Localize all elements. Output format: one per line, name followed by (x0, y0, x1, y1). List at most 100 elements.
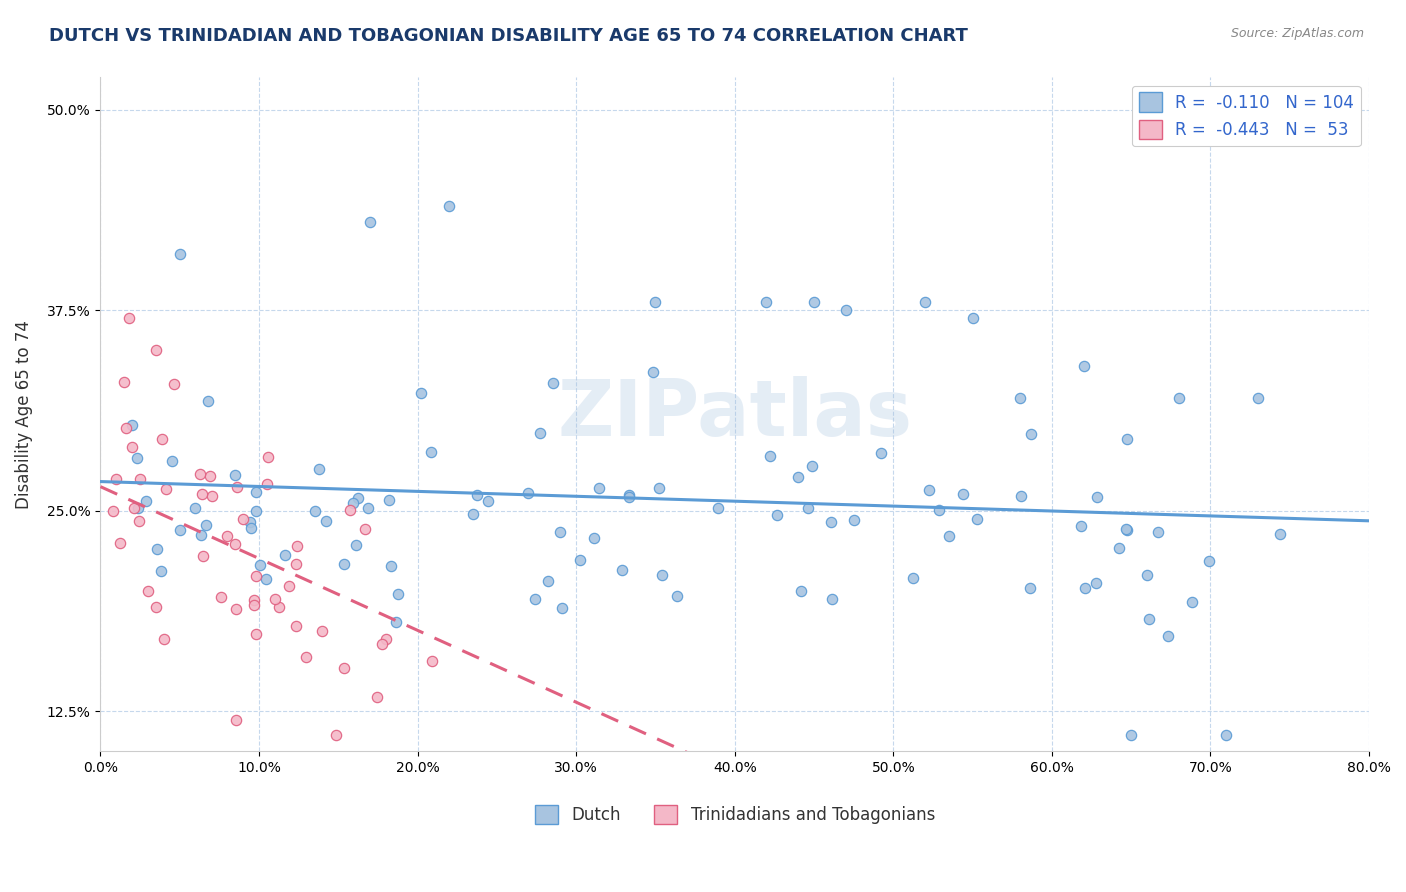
Point (264, 592, 287, 607)
Point (409, 385, 432, 400)
Point (1167, 392, 1189, 406)
Point (1121, 728, 1143, 742)
Point (1136, 568, 1159, 582)
Point (242, 599, 264, 613)
Point (101, 504, 124, 518)
Point (121, 418, 143, 433)
Point (962, 311, 984, 326)
Point (191, 549, 214, 564)
Point (1085, 490, 1108, 504)
Point (420, 654, 443, 668)
Point (1137, 612, 1160, 626)
Point (127, 501, 149, 516)
Point (551, 601, 574, 615)
Point (169, 523, 191, 537)
Point (188, 467, 211, 482)
Point (284, 619, 307, 633)
Point (1074, 582, 1097, 596)
Point (374, 632, 396, 646)
Point (461, 507, 484, 521)
Point (269, 599, 291, 614)
Point (707, 501, 730, 516)
Point (346, 491, 368, 506)
Point (184, 501, 207, 516)
Point (1073, 359, 1095, 374)
Point (901, 571, 924, 585)
Point (155, 482, 177, 496)
Point (755, 295, 778, 310)
Point (797, 501, 820, 516)
Point (569, 553, 592, 567)
Point (651, 568, 673, 582)
Point (467, 488, 489, 502)
Point (325, 728, 347, 742)
Point (225, 480, 247, 494)
Point (537, 574, 560, 588)
Point (917, 483, 939, 497)
Point (1010, 489, 1032, 503)
Point (801, 459, 824, 474)
Point (333, 557, 356, 571)
Point (648, 482, 671, 496)
Point (304, 504, 326, 518)
Point (759, 450, 782, 464)
Point (129, 472, 152, 486)
Point (477, 494, 499, 508)
Point (803, 295, 825, 310)
Point (239, 515, 262, 529)
Text: ZIPatlas: ZIPatlas (557, 376, 912, 452)
Point (224, 468, 246, 483)
Point (420, 445, 443, 459)
Point (333, 661, 356, 675)
Point (378, 492, 401, 507)
Point (197, 394, 219, 409)
Point (245, 485, 267, 500)
Point (209, 590, 232, 604)
Point (274, 548, 297, 562)
Point (146, 541, 169, 556)
Point (1115, 522, 1137, 536)
Point (190, 528, 212, 542)
Point (108, 536, 131, 550)
Point (1156, 629, 1178, 643)
Point (357, 500, 380, 515)
Point (112, 376, 135, 390)
Point (254, 572, 277, 586)
Point (136, 584, 159, 599)
Point (285, 558, 308, 572)
Point (195, 518, 218, 533)
Point (308, 462, 330, 476)
Point (529, 426, 551, 441)
Point (928, 502, 950, 516)
Point (198, 468, 221, 483)
Point (128, 514, 150, 528)
Point (1181, 594, 1204, 608)
Point (1115, 433, 1137, 447)
Point (115, 421, 138, 435)
Point (162, 454, 184, 468)
Point (153, 632, 176, 646)
Point (256, 476, 278, 491)
Point (359, 215, 381, 229)
Point (232, 512, 254, 526)
Legend: Dutch, Trinidadians and Tobagonians: Dutch, Trinidadians and Tobagonians (527, 798, 942, 830)
Point (249, 558, 271, 572)
Point (1019, 582, 1042, 596)
Point (371, 637, 394, 651)
Point (541, 376, 564, 390)
Point (1108, 541, 1130, 556)
Point (938, 529, 960, 543)
Point (201, 490, 224, 504)
Point (643, 365, 665, 379)
Point (225, 714, 247, 728)
Point (1121, 824, 1143, 838)
Point (1215, 728, 1237, 742)
Point (353, 522, 375, 536)
Point (150, 564, 173, 578)
Point (439, 199, 461, 213)
Point (135, 494, 157, 508)
Point (1010, 392, 1032, 406)
Point (821, 592, 844, 607)
Point (1070, 519, 1092, 533)
Point (366, 690, 388, 704)
